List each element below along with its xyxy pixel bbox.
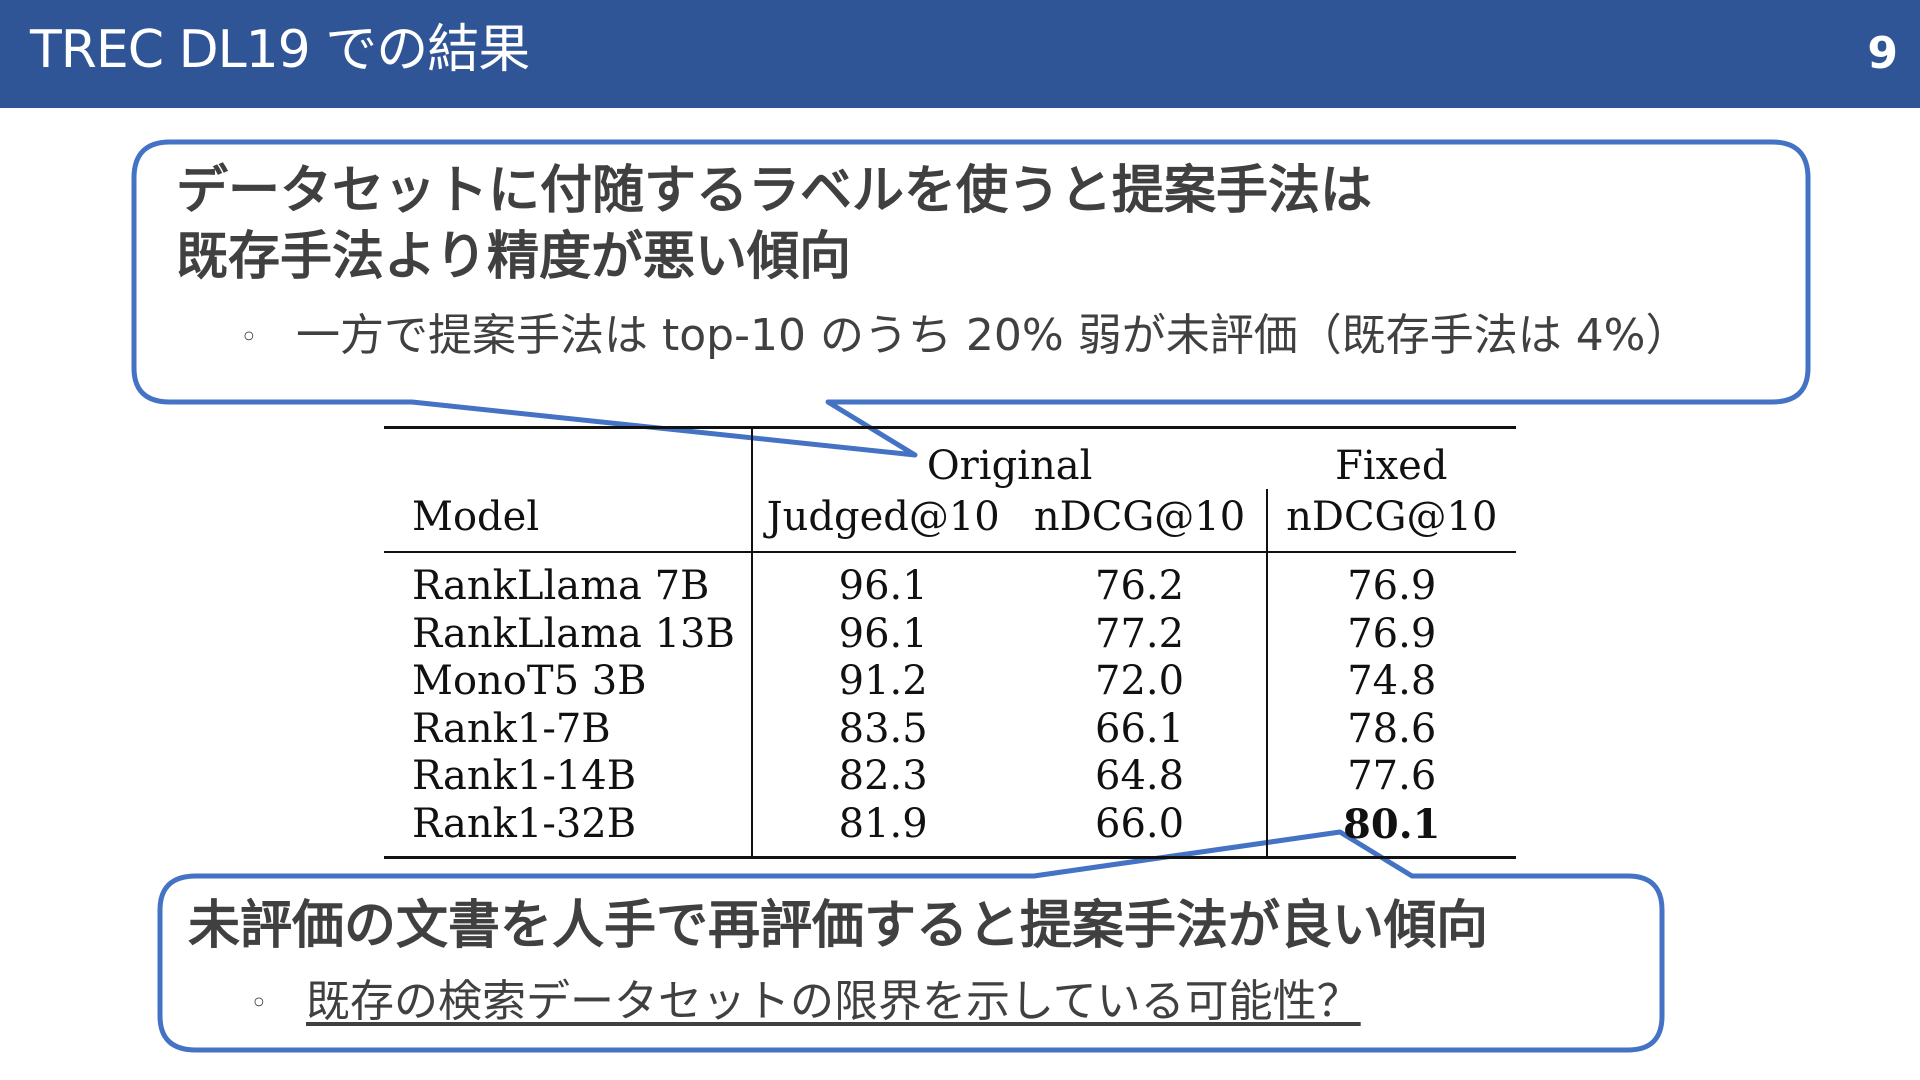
cell-judged: 83.5 <box>750 705 1014 753</box>
cell-fixed-best: 80.1 <box>1265 800 1516 858</box>
group-original: Original <box>750 427 1267 489</box>
table-row: Rank1-14B 82.3 64.8 77.6 <box>384 753 1516 801</box>
cell-ndcg: 64.8 <box>1095 753 1185 799</box>
col-ndcg-fixed: nDCG@10 <box>1265 489 1516 552</box>
cell-model: Rank1-7B <box>412 705 611 752</box>
callout-bottom-headline: 未評価の文書を人手で再評価すると提案手法が良い傾向 <box>188 896 1489 956</box>
group-fixed: Fixed <box>1335 443 1448 489</box>
slide-header: TREC DL19 での結果 9 <box>0 0 1920 108</box>
callout-top-headline: データセットに付随するラベルを使うと提案手法は 既存手法より精度が悪い傾向 <box>176 158 1736 290</box>
bullet-icon: ◦ <box>250 986 268 1021</box>
cell-ndcg: 77.2 <box>1095 610 1185 657</box>
results-table: Original Fixed Model Judged@10 nDCG@10 n… <box>384 426 1516 859</box>
table-row: MonoT5 3B 91.2 72.0 74.8 <box>384 658 1516 706</box>
col-ndcg-original: nDCG@10 <box>1033 494 1246 540</box>
cell-judged: 96.1 <box>750 552 1014 611</box>
callout-top-subpoint: ◦ 一方で提案手法は top-10 のうち 20% 弱が未評価（既存手法は 4%） <box>240 306 1690 368</box>
cell-fixed: 74.8 <box>1265 658 1516 706</box>
cell-model: Rank1-14B <box>412 753 637 799</box>
cell-judged: 96.1 <box>750 610 1014 658</box>
header-blank <box>384 428 752 490</box>
cell-fixed: 76.9 <box>1265 610 1516 658</box>
cell-fixed: 78.6 <box>1265 705 1516 753</box>
cell-model: RankLlama 7B <box>412 563 710 609</box>
bullet-icon: ◦ <box>240 320 258 355</box>
col-model: Model <box>412 494 540 540</box>
table-row: Rank1-32B 81.9 66.0 80.1 <box>384 800 1516 858</box>
cell-fixed: 76.9 <box>1265 552 1516 611</box>
page-number: 9 <box>1867 28 1898 79</box>
cell-model: RankLlama 13B <box>412 610 735 657</box>
cell-model: MonoT5 3B <box>412 658 647 704</box>
callout-bottom-subpoint: ◦ 既存の検索データセットの限界を示している可能性？ <box>250 972 1361 1034</box>
col-judged: Judged@10 <box>750 489 1014 552</box>
cell-model: Rank1-32B <box>412 800 637 847</box>
callout-bottom-sub-text: 既存の検索データセットの限界を示している可能性？ <box>306 976 1361 1027</box>
cell-judged: 81.9 <box>750 800 1014 858</box>
callout-top-line2: 既存手法より精度が悪い傾向 <box>176 227 851 287</box>
callout-top-line1: データセットに付随するラベルを使うと提案手法は <box>176 161 1373 221</box>
cell-fixed: 77.6 <box>1265 753 1516 801</box>
cell-ndcg: 72.0 <box>1095 658 1185 704</box>
table-row: RankLlama 7B 96.1 76.2 76.9 <box>384 552 1516 611</box>
cell-judged: 91.2 <box>750 658 1014 706</box>
table-row: Rank1-7B 83.5 66.1 78.6 <box>384 705 1516 753</box>
table-row: RankLlama 13B 96.1 77.2 76.9 <box>384 610 1516 658</box>
cell-ndcg: 66.1 <box>1095 705 1185 752</box>
cell-judged: 82.3 <box>750 753 1014 801</box>
callout-top-sub-text: 一方で提案手法は top-10 のうち 20% 弱が未評価（既存手法は 4%） <box>296 310 1690 361</box>
cell-ndcg: 66.0 <box>1095 800 1185 847</box>
callout-bottom-bubble <box>157 829 1665 1053</box>
cell-ndcg: 76.2 <box>1095 563 1185 609</box>
slide-title: TREC DL19 での結果 <box>30 20 530 80</box>
